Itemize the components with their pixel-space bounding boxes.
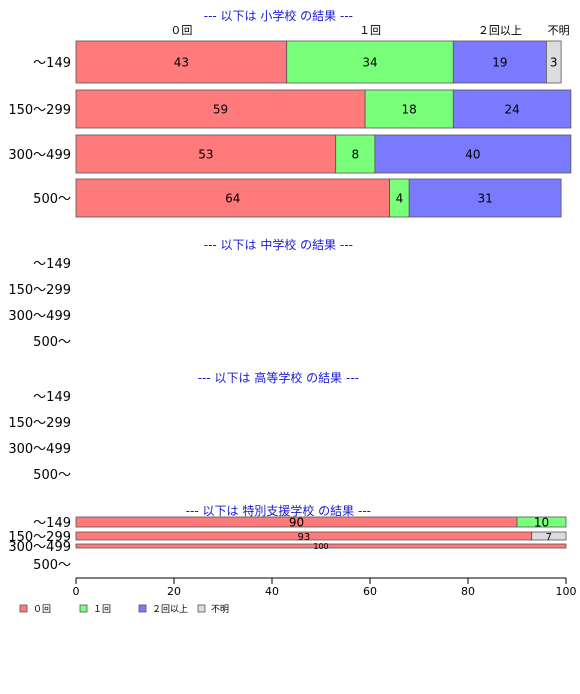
panel-title-0: --- 以下は 小学校 の結果 ---: [204, 8, 353, 23]
bar-value-label-0-0-2: 19: [492, 56, 507, 70]
category-label-3-1: 150～299: [8, 530, 71, 545]
bar-segment-0-2-0: [75, 134, 337, 174]
bar-value-label-0-0-3: 3: [550, 56, 558, 70]
bar-segment-0-0-3: [546, 40, 562, 84]
x-axis-tick-label-3: 60: [363, 585, 377, 598]
category-label-0-0: ～149: [33, 56, 71, 71]
bar-value-label-0-1-2: 24: [504, 103, 519, 117]
category-label-3-0: ～149: [33, 516, 71, 531]
category-label-0-2: 300～499: [8, 148, 71, 163]
bar-value-label-0-2-2: 40: [465, 148, 480, 162]
bar-value-label-0-1-0: 59: [213, 103, 228, 117]
bar-segment-0-0-1: [286, 40, 454, 84]
series-header-label-2: ２回以上: [478, 24, 522, 37]
bar-segment-0-3-0: [75, 178, 391, 218]
x-axis-tick-label-1: 20: [167, 585, 181, 598]
legend-swatch-0: [19, 604, 28, 613]
bar-segment-0-3-2: [408, 178, 562, 218]
bar-value-label-0-1-1: 18: [402, 103, 417, 117]
legend-swatch-2: [138, 604, 147, 613]
series-header-label-3: 不明: [548, 24, 570, 37]
bar-value-label-3-0-1: 10: [534, 516, 549, 530]
category-label-2-2: 300～499: [8, 442, 71, 457]
legend-label-3: 不明: [211, 604, 229, 615]
bar-value-label-0-3-0: 64: [225, 192, 240, 206]
category-label-3-2: 300～499: [8, 540, 71, 555]
bar-value-label-0-0-1: 34: [362, 56, 377, 70]
category-label-1-1: 150～299: [8, 283, 71, 298]
bar-value-label-0-2-0: 53: [198, 148, 213, 162]
bar-value-label-3-0-0: 90: [289, 516, 304, 530]
panel-title-2: --- 以下は 高等学校 の結果 ---: [198, 370, 359, 385]
bar-value-label-3-2-0: 100: [313, 542, 328, 551]
series-header-label-0: ０回: [170, 24, 192, 37]
bar-value-label-0-3-2: 31: [478, 192, 493, 206]
series-header-label-1: １回: [359, 24, 381, 37]
x-axis-tick-label-4: 80: [461, 585, 475, 598]
panel-title-3: --- 以下は 特別支援学校 の結果 ---: [186, 503, 371, 518]
category-label-0-3: 500～: [33, 192, 71, 207]
bar-value-label-0-3-1: 4: [396, 192, 404, 206]
bar-segment-3-2-0: [75, 543, 567, 549]
legend-label-1: １回: [93, 604, 111, 615]
category-label-2-3: 500～: [33, 468, 71, 483]
category-label-2-1: 150～299: [8, 416, 71, 431]
category-label-0-1: 150～299: [8, 103, 71, 118]
bar-segment-0-2-2: [374, 134, 572, 174]
bar-segment-0-1-0: [75, 89, 366, 129]
bar-segment-0-0-2: [452, 40, 547, 84]
legend-label-0: ０回: [33, 604, 51, 615]
bar-segment-0-1-1: [364, 89, 454, 129]
legend-swatch-3: [197, 604, 206, 613]
category-label-1-2: 300～499: [8, 309, 71, 324]
bar-value-label-3-1-3: 7: [546, 532, 552, 543]
legend-label-2: ２回以上: [152, 604, 188, 615]
bar-segment-0-0-0: [75, 40, 288, 84]
x-axis-tick-label-2: 40: [265, 585, 279, 598]
panel-title-1: --- 以下は 中学校 の結果 ---: [204, 237, 353, 252]
category-label-1-3: 500～: [33, 335, 71, 350]
bar-segment-0-1-2: [452, 89, 572, 129]
category-label-1-0: ～149: [33, 257, 71, 272]
category-label-3-3: 500～: [33, 558, 71, 573]
legend-swatch-1: [79, 604, 88, 613]
x-axis-tick-label-0: 0: [73, 585, 80, 598]
bar-segment-0-2-1: [335, 134, 376, 174]
bar-value-label-0-2-1: 8: [351, 148, 359, 162]
bar-value-label-3-1-0: 93: [297, 532, 310, 543]
bar-segment-3-1-3: [531, 531, 567, 541]
category-label-2-0: ～149: [33, 390, 71, 405]
x-axis-tick-label-5: 100: [556, 585, 577, 598]
bar-value-label-0-0-0: 43: [174, 56, 189, 70]
bar-segment-3-0-1: [516, 516, 567, 528]
